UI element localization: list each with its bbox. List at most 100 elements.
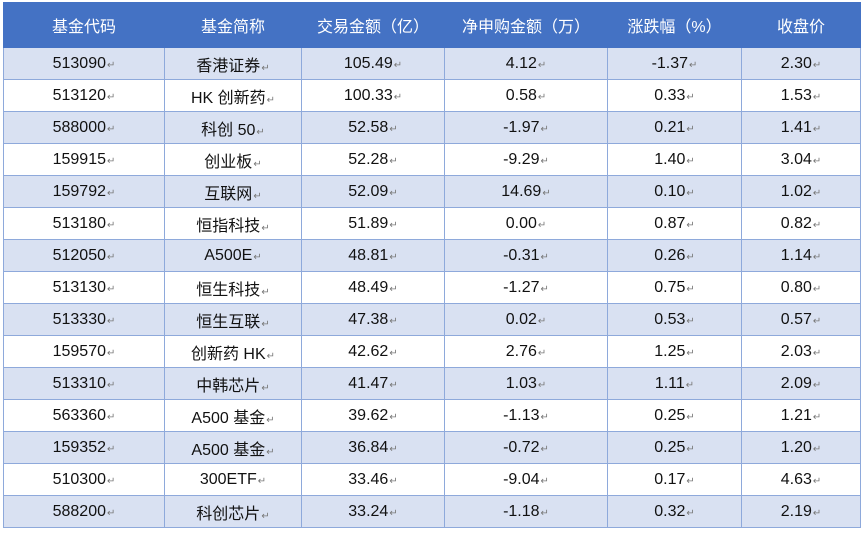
cell-value: 0.00 bbox=[505, 214, 537, 232]
cell-value: 中韩芯片 bbox=[196, 377, 261, 395]
cell-turnover: 105.49 bbox=[301, 47, 445, 80]
paragraph-mark-icon bbox=[538, 380, 546, 391]
cell-value: 0.75 bbox=[654, 278, 686, 296]
cell-change-pct: 0.26 bbox=[607, 239, 742, 272]
header-close-price: 收盘价 bbox=[741, 2, 861, 48]
paragraph-mark-icon bbox=[538, 92, 546, 103]
cell-value: 513120 bbox=[52, 86, 106, 104]
cell-value: 2.03 bbox=[780, 342, 812, 360]
cell-value: 互联网 bbox=[204, 185, 253, 203]
cell-fund-name: 科创 50 bbox=[164, 111, 302, 144]
table-row: 159792 互联网 52.09 14.69 0.10 1.02 bbox=[3, 175, 861, 208]
cell-net-subscription: 4.12 bbox=[444, 47, 608, 80]
cell-fund-name: 恒生互联 bbox=[164, 303, 302, 336]
cell-turnover: 33.46 bbox=[301, 463, 445, 496]
cell-value: 1.53 bbox=[780, 86, 812, 104]
cell-value: 512050 bbox=[52, 246, 106, 264]
cell-value: 科创 50 bbox=[201, 121, 256, 139]
cell-turnover: 41.47 bbox=[301, 367, 445, 400]
paragraph-mark-icon bbox=[541, 508, 549, 519]
paragraph-mark-icon bbox=[686, 380, 694, 391]
cell-value: 0.10 bbox=[654, 182, 686, 200]
cell-fund-name: 中韩芯片 bbox=[164, 367, 302, 400]
cell-value: 恒生互联 bbox=[196, 313, 261, 331]
cell-change-pct: 0.25 bbox=[607, 399, 742, 432]
cell-value: 513310 bbox=[52, 374, 106, 392]
cell-net-subscription: 2.76 bbox=[444, 335, 608, 368]
paragraph-mark-icon bbox=[541, 252, 549, 263]
paragraph-mark-icon bbox=[107, 156, 115, 167]
cell-turnover: 52.28 bbox=[301, 143, 445, 176]
cell-fund-name: 香港证券 bbox=[164, 47, 302, 80]
paragraph-mark-icon bbox=[389, 348, 397, 359]
cell-value: 3.04 bbox=[780, 150, 812, 168]
cell-value: 0.33 bbox=[654, 86, 686, 104]
cell-value: A500 基金 bbox=[191, 409, 266, 427]
cell-close-price: 4.63 bbox=[741, 463, 861, 496]
table-row: 513090 香港证券 105.49 4.12 -1.37 2.30 bbox=[3, 47, 861, 80]
paragraph-mark-icon bbox=[541, 412, 549, 423]
paragraph-mark-icon bbox=[541, 124, 549, 135]
header-net-subscription: 净申购金额（万） bbox=[444, 2, 608, 48]
paragraph-mark-icon bbox=[389, 188, 397, 199]
header-row: 基金代码 基金简称 交易金额（亿） 净申购金额（万） 涨跌幅（%） 收盘价 bbox=[3, 2, 861, 48]
cell-value: -0.31 bbox=[503, 246, 540, 264]
table-row: 510300 300ETF 33.46 -9.04 0.17 4.63 bbox=[3, 463, 861, 496]
header-change-pct: 涨跌幅（%） bbox=[607, 2, 742, 48]
cell-value: 恒指科技 bbox=[196, 217, 261, 235]
cell-turnover: 100.33 bbox=[301, 79, 445, 112]
cell-value: 47.38 bbox=[348, 310, 389, 328]
cell-change-pct: 0.53 bbox=[607, 303, 742, 336]
cell-value: 1.20 bbox=[780, 438, 812, 456]
paragraph-mark-icon bbox=[267, 351, 275, 362]
paragraph-mark-icon bbox=[261, 383, 269, 394]
cell-change-pct: 0.32 bbox=[607, 495, 742, 528]
paragraph-mark-icon bbox=[107, 508, 115, 519]
cell-close-price: 2.03 bbox=[741, 335, 861, 368]
table-row: 512050 A500E 48.81 -0.31 0.26 1.14 bbox=[3, 239, 861, 272]
cell-value: 0.58 bbox=[505, 86, 537, 104]
paragraph-mark-icon bbox=[538, 220, 546, 231]
cell-fund-name: 300ETF bbox=[164, 463, 302, 496]
cell-value: 创新药 HK bbox=[190, 345, 266, 363]
cell-value: -1.13 bbox=[503, 406, 540, 424]
cell-value: 105.49 bbox=[343, 54, 393, 72]
paragraph-mark-icon bbox=[813, 124, 821, 135]
paragraph-mark-icon bbox=[686, 316, 694, 327]
cell-close-price: 1.53 bbox=[741, 79, 861, 112]
cell-value: A500 基金 bbox=[191, 441, 266, 459]
paragraph-mark-icon bbox=[686, 348, 694, 359]
paragraph-mark-icon bbox=[686, 92, 694, 103]
paragraph-mark-icon bbox=[261, 63, 269, 74]
cell-net-subscription: 1.03 bbox=[444, 367, 608, 400]
cell-value: 2.09 bbox=[780, 374, 812, 392]
fund-table: 基金代码 基金简称 交易金额（亿） 净申购金额（万） 涨跌幅（%） 收盘价 51… bbox=[3, 2, 861, 528]
paragraph-mark-icon bbox=[541, 476, 549, 487]
paragraph-mark-icon bbox=[813, 412, 821, 423]
cell-change-pct: 0.75 bbox=[607, 271, 742, 304]
cell-turnover: 48.49 bbox=[301, 271, 445, 304]
cell-net-subscription: -0.31 bbox=[444, 239, 608, 272]
paragraph-mark-icon bbox=[107, 252, 115, 263]
paragraph-mark-icon bbox=[813, 380, 821, 391]
cell-value: 588200 bbox=[52, 502, 106, 520]
paragraph-mark-icon bbox=[686, 252, 694, 263]
cell-value: 0.87 bbox=[654, 214, 686, 232]
cell-net-subscription: 14.69 bbox=[444, 175, 608, 208]
cell-fund-name: 创新药 HK bbox=[164, 335, 302, 368]
cell-value: 1.02 bbox=[780, 182, 812, 200]
cell-close-price: 3.04 bbox=[741, 143, 861, 176]
table-row: 513330 恒生互联 47.38 0.02 0.53 0.57 bbox=[3, 303, 861, 336]
header-fund-name: 基金简称 bbox=[164, 2, 302, 48]
paragraph-mark-icon bbox=[541, 156, 549, 167]
cell-value: 33.46 bbox=[348, 470, 389, 488]
cell-value: 2.19 bbox=[780, 502, 812, 520]
paragraph-mark-icon bbox=[266, 415, 274, 426]
paragraph-mark-icon bbox=[686, 476, 694, 487]
cell-change-pct: 1.11 bbox=[607, 367, 742, 400]
cell-value: 51.89 bbox=[348, 214, 389, 232]
cell-close-price: 2.09 bbox=[741, 367, 861, 400]
cell-fund-name: A500 基金 bbox=[164, 399, 302, 432]
paragraph-mark-icon bbox=[389, 508, 397, 519]
cell-net-subscription: -1.27 bbox=[444, 271, 608, 304]
